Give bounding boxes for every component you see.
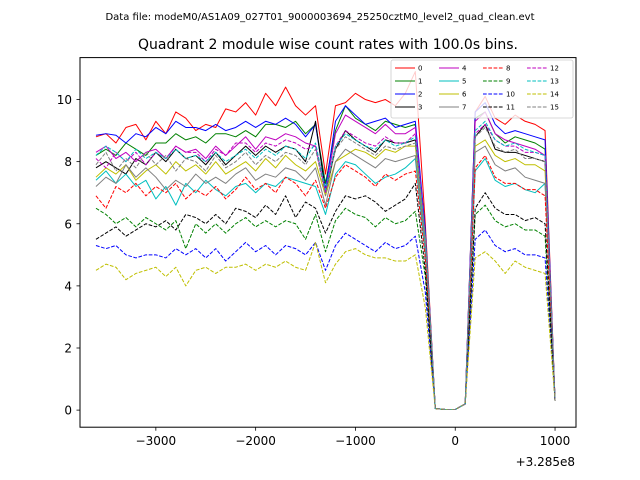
- legend-label-4: 4: [462, 65, 467, 73]
- x-tick-label: −2000: [235, 434, 276, 448]
- series-layer: [95, 71, 556, 410]
- y-tick-label: 2: [64, 342, 72, 356]
- legend-label-5: 5: [462, 78, 466, 86]
- legend-label-6: 6: [462, 91, 467, 99]
- legend-label-15: 15: [550, 104, 559, 112]
- series-line-5: [95, 158, 556, 410]
- legend-label-2: 2: [418, 91, 422, 99]
- legend-label-12: 12: [550, 65, 559, 73]
- legend-label-11: 11: [506, 104, 515, 112]
- series-line-10: [95, 229, 556, 410]
- y-tick-label: 6: [64, 217, 72, 231]
- x-offset-label: +3.285e8: [516, 455, 575, 469]
- legend-label-14: 14: [550, 91, 559, 99]
- axis-layer: −3000 −2000 −1000 0 1000 0 2 4 6 8 10: [57, 93, 571, 448]
- y-tick-label: 10: [57, 93, 72, 107]
- x-tick-label: 0: [451, 434, 459, 448]
- x-tick-label: −1000: [335, 434, 376, 448]
- legend-label-9: 9: [506, 78, 510, 86]
- legend-label-0: 0: [418, 65, 422, 73]
- chart-title: Quadrant 2 module wise count rates with …: [138, 37, 518, 53]
- y-tick-label: 0: [64, 404, 72, 418]
- legend-label-7: 7: [462, 104, 466, 112]
- series-line-13: [95, 120, 556, 410]
- legend-label-8: 8: [506, 65, 510, 73]
- legend-label-10: 10: [506, 91, 515, 99]
- series-line-15: [95, 126, 556, 410]
- y-tick-label: 4: [64, 279, 72, 293]
- series-line-7: [95, 145, 556, 410]
- figure-suptitle: Data file: modeM0/AS1A09_027T01_90000036…: [105, 12, 534, 23]
- legend-label-3: 3: [418, 104, 422, 112]
- y-tick-label: 8: [64, 155, 72, 169]
- series-line-11: [95, 182, 556, 410]
- x-tick-label: 1000: [540, 434, 571, 448]
- plot-frame: [79, 57, 577, 428]
- x-tick-label: −3000: [136, 434, 177, 448]
- series-line-14: [95, 241, 556, 410]
- legend-box: [390, 59, 574, 119]
- legend-label-13: 13: [550, 78, 559, 86]
- series-line-9: [95, 204, 556, 410]
- legend-label-1: 1: [418, 78, 422, 86]
